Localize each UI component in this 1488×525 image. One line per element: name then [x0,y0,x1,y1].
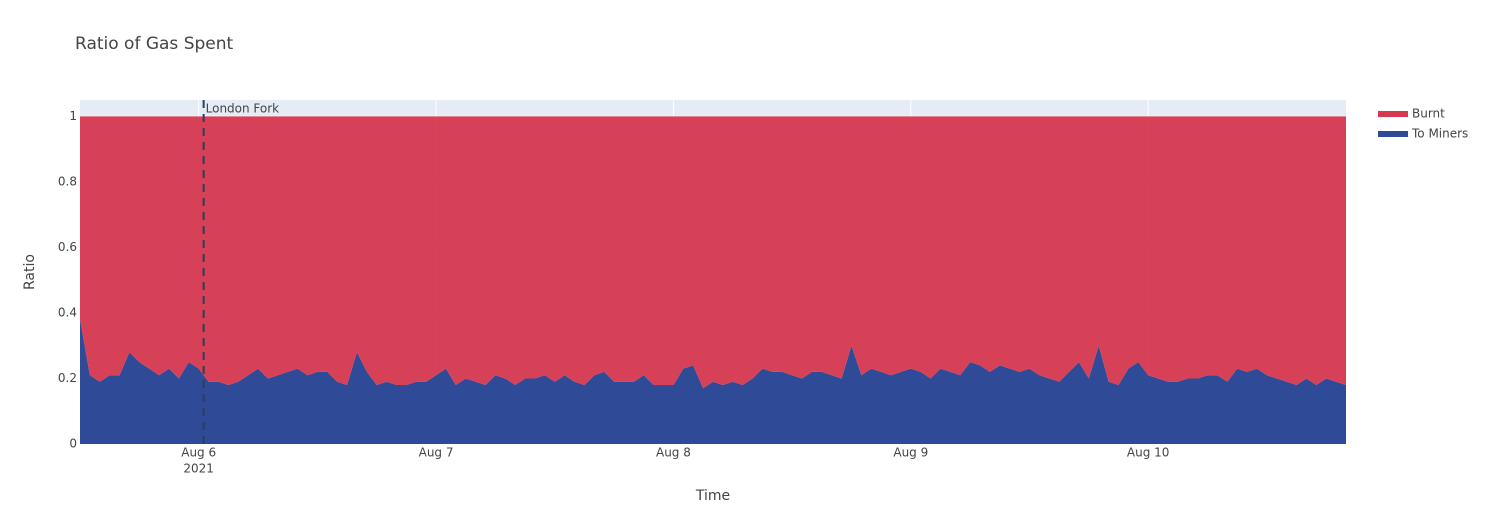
legend-label: To Miners [1411,127,1468,141]
chart-title: Ratio of Gas Spent [75,34,234,54]
y-tick-label: 1 [69,109,77,123]
x-tick-label: Aug 9 [893,446,928,460]
x-tick-label: Aug 8 [656,446,691,460]
annotation-label: London Fork [206,102,280,116]
legend-label: Burnt [1412,107,1445,121]
area [80,116,1346,389]
x-tick-label: Aug 7 [419,446,454,460]
x-tick-label: Aug 10 [1127,446,1170,460]
y-tick-label: 0 [69,437,77,451]
y-tick-label: 0.4 [58,305,77,319]
x-year-label: 2021 [183,462,214,476]
x-axis-title: Time [695,488,730,504]
x-tick-label: Aug 6 [181,446,216,460]
y-axis-title: Ratio [22,254,38,290]
y-tick-label: 0.2 [58,371,77,385]
legend-item: To Miners [1378,127,1468,141]
y-tick-label: 0.8 [58,174,77,188]
y-tick-label: 0.6 [58,240,77,254]
legend-item: Burnt [1378,107,1445,121]
